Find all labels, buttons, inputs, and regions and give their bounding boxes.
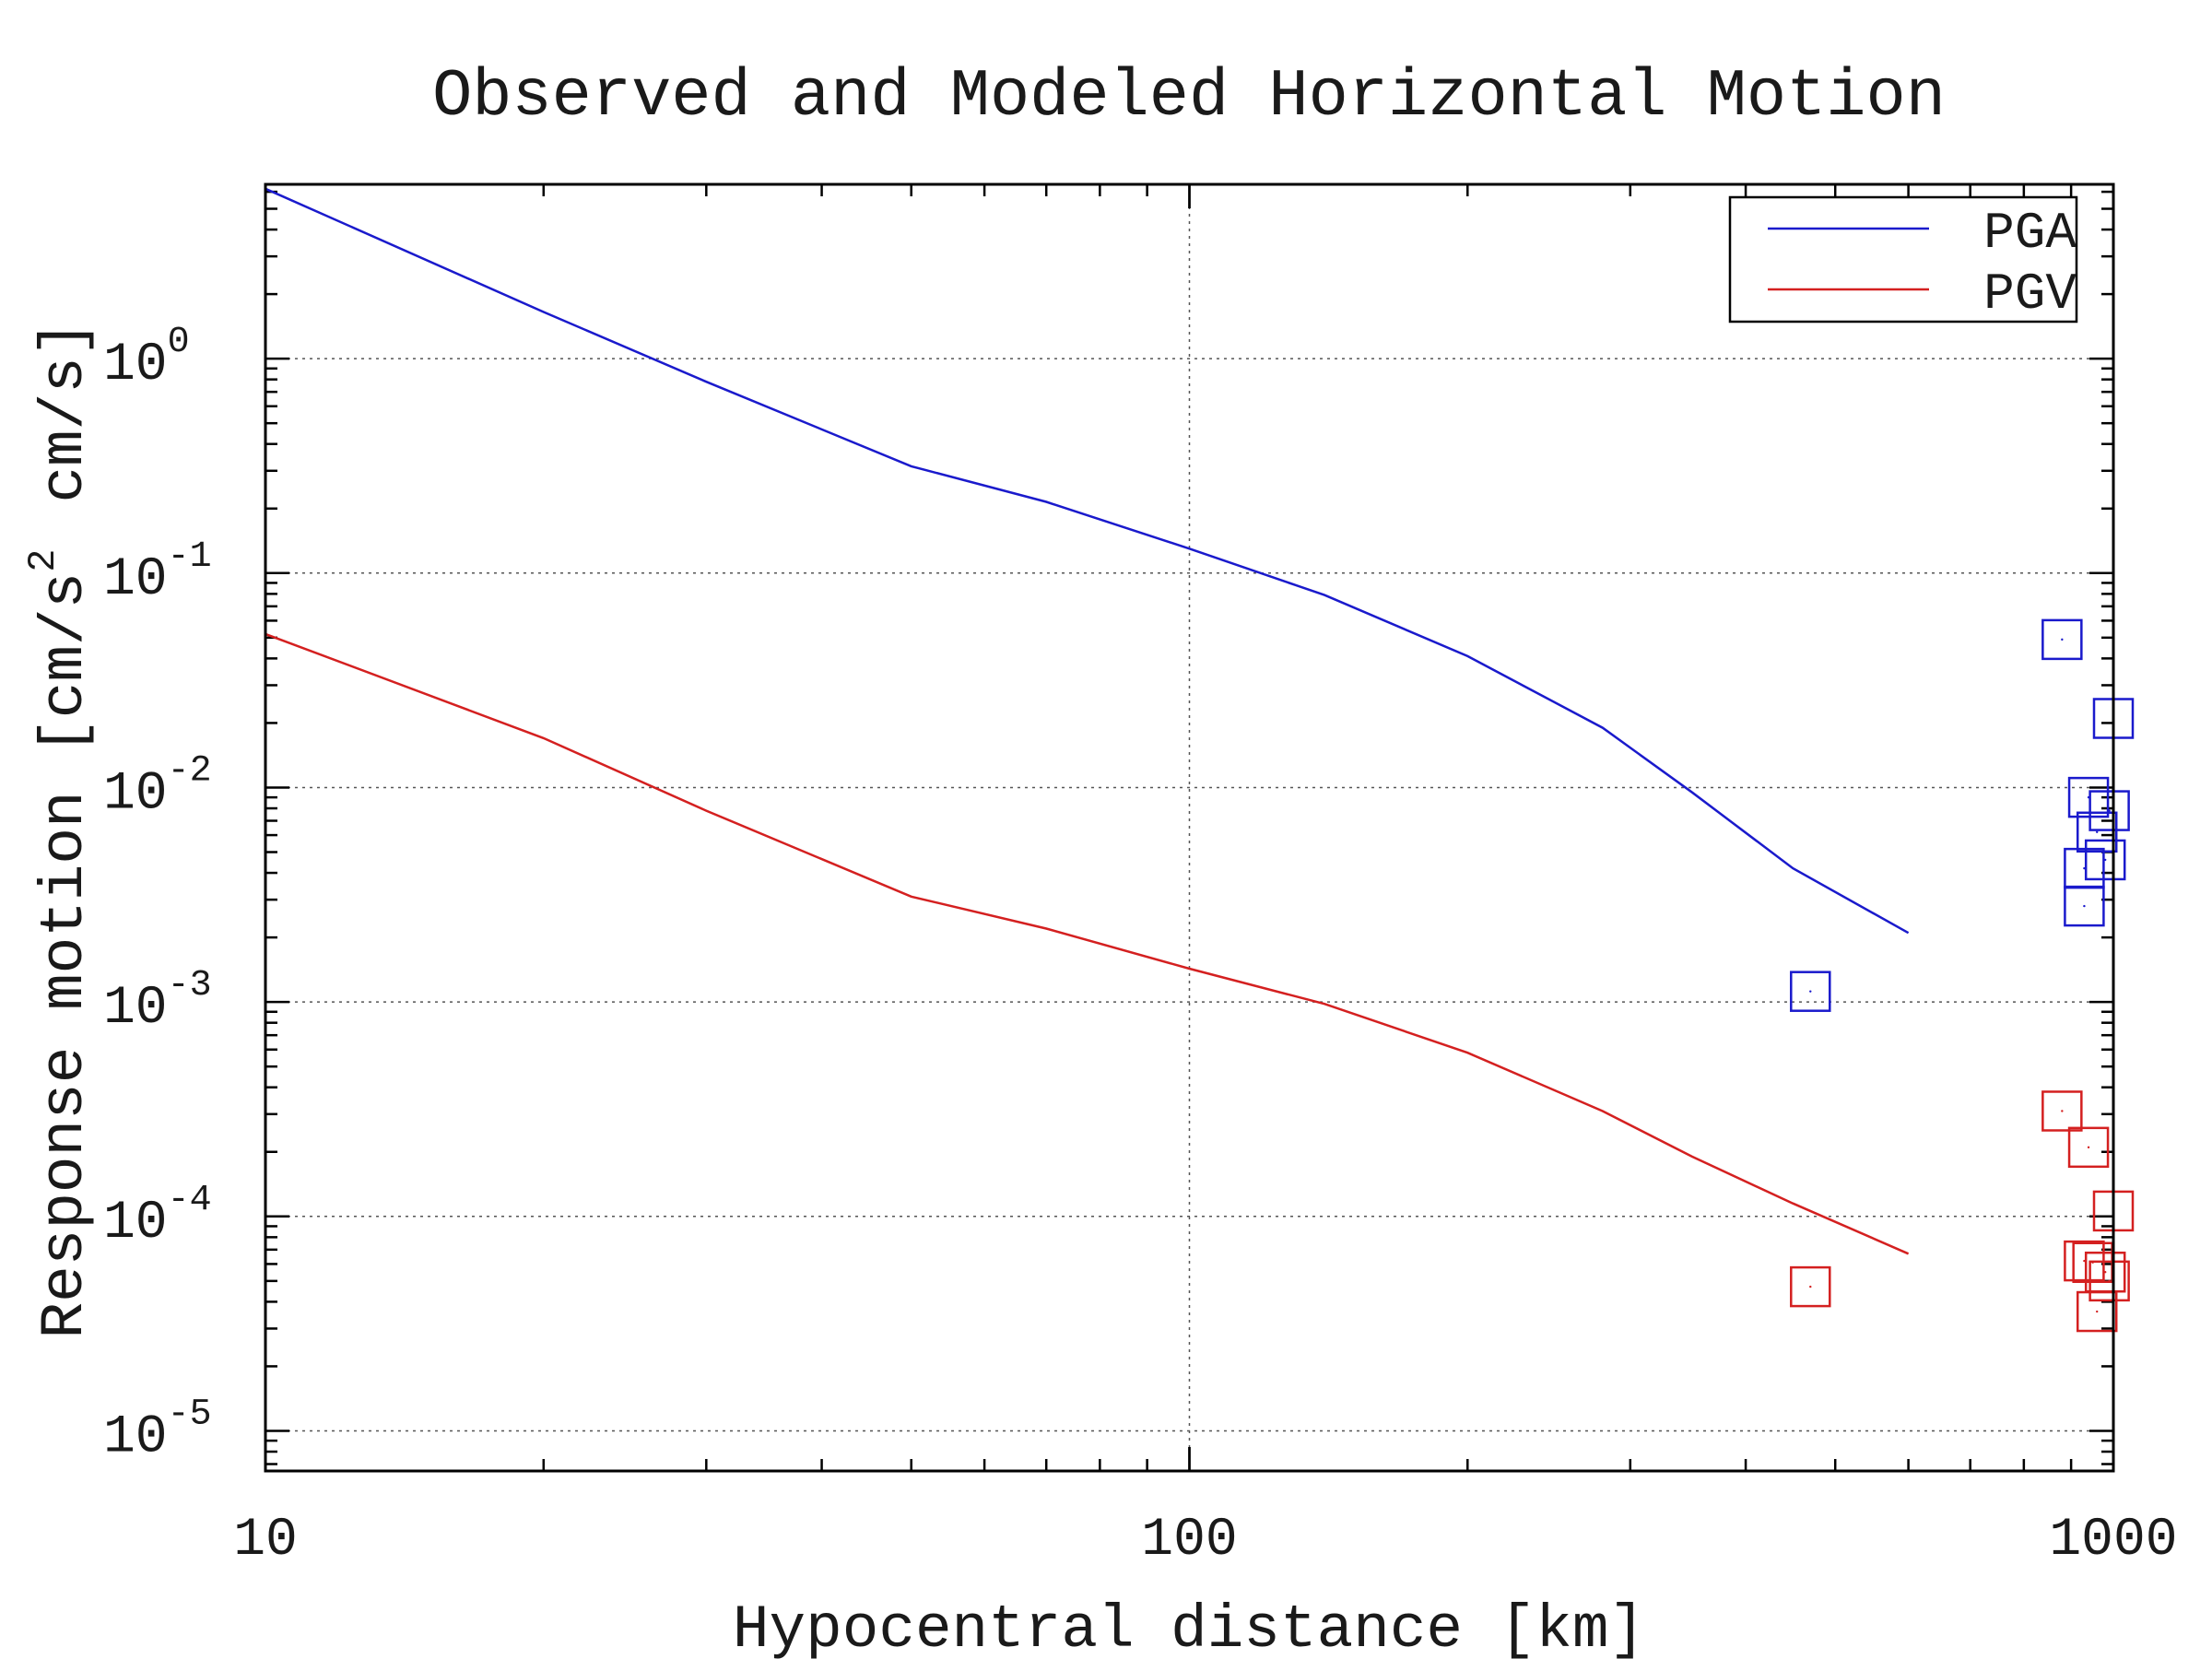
data-point-center — [2108, 1279, 2111, 1283]
data-point-pga-observed — [2084, 839, 2126, 881]
y-tick-base: 10 — [103, 979, 168, 1039]
data-point-center — [2061, 638, 2064, 641]
x-tick-label: 1000 — [2049, 1511, 2177, 1571]
data-point-pga-observed — [2064, 885, 2105, 927]
series-line-pga — [265, 187, 1910, 935]
data-point-center — [1809, 1285, 1812, 1288]
series-layer — [265, 187, 2135, 1333]
y-tick-base: 10 — [103, 335, 168, 395]
plot-frame — [264, 182, 2115, 1473]
data-point-pgv-observed — [2067, 1126, 2110, 1169]
y-tick-label: 100 — [103, 322, 190, 395]
tick-marks — [264, 184, 2115, 1471]
data-point-center — [2104, 858, 2107, 862]
y-tick-exponent: -5 — [168, 1394, 212, 1435]
y-axis-label-superscript: 2 — [21, 549, 65, 572]
data-point-pga-observed — [2041, 618, 2083, 661]
x-axis-label: Hypocentral distance [km] — [733, 1595, 1645, 1659]
legend-box — [1728, 195, 2078, 324]
data-point-center — [2108, 809, 2111, 812]
data-point-center — [1809, 990, 1812, 993]
data-point-center — [2061, 1110, 2064, 1112]
y-axis-label-tail: cm/s] — [30, 320, 100, 502]
legend-label-pga: PGA — [1983, 204, 2077, 263]
y-tick-base: 10 — [103, 1407, 168, 1467]
y-axis-label-main: Response motion [cm/s — [30, 572, 100, 1339]
data-point-pga-observed — [2076, 811, 2118, 853]
data-point-pga-observed — [2088, 790, 2130, 831]
grid — [265, 184, 2113, 1471]
data-point-pgv-observed — [2076, 1290, 2118, 1333]
legend: PGA PGV — [1728, 195, 2078, 324]
data-point-pgv-observed — [2041, 1090, 2083, 1132]
y-tick-label: 10-3 — [103, 965, 212, 1039]
y-tick-exponent: -3 — [168, 965, 212, 1006]
y-tick-base: 10 — [103, 550, 168, 610]
chart-title: Observed and Modeled Horizontal Motion — [432, 59, 1946, 135]
y-axis-label: Response motion [cm/s2 cm/s] — [21, 320, 100, 1338]
data-point-center — [2096, 1310, 2099, 1313]
x-tick-label: 100 — [1141, 1511, 1237, 1571]
data-point-pga-observed — [2067, 776, 2110, 818]
y-tick-exponent: -2 — [168, 750, 212, 792]
y-tick-base: 10 — [103, 1194, 168, 1253]
y-tick-exponent: -1 — [168, 536, 212, 578]
data-point-center — [2083, 904, 2086, 908]
y-tick-exponent: -4 — [168, 1180, 212, 1221]
y-tick-label: 10-4 — [103, 1180, 212, 1253]
y-tick-label: 10-2 — [103, 750, 212, 824]
data-point-pga-observed — [1790, 971, 1831, 1012]
data-point-center — [2096, 830, 2099, 833]
y-tick-base: 10 — [103, 764, 168, 824]
x-tick-label: 10 — [233, 1511, 298, 1571]
data-point-pgv-observed — [2088, 1260, 2130, 1302]
y-tick-exponent: 0 — [168, 322, 190, 363]
y-tick-label: 10-1 — [103, 536, 212, 610]
legend-label-pgv: PGV — [1983, 265, 2077, 324]
y-tick-label: 10-5 — [103, 1394, 212, 1467]
x-tick-labels: 10 100 1000 — [233, 1511, 2177, 1571]
data-point-center — [2087, 1146, 2090, 1149]
data-point-center — [2104, 1271, 2107, 1274]
series-line-pgv — [265, 632, 1910, 1255]
data-point-pgv-observed — [1790, 1265, 1831, 1308]
